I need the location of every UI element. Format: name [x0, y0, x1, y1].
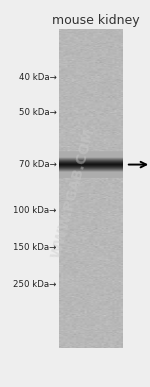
Text: WWW.PGAB.COM: WWW.PGAB.COM	[49, 127, 98, 260]
Text: 70 kDa→: 70 kDa→	[19, 160, 57, 169]
Text: 100 kDa→: 100 kDa→	[13, 206, 57, 215]
Text: 250 kDa→: 250 kDa→	[13, 280, 57, 289]
Text: 50 kDa→: 50 kDa→	[19, 108, 57, 117]
Text: 150 kDa→: 150 kDa→	[13, 243, 57, 252]
Text: 40 kDa→: 40 kDa→	[19, 73, 57, 82]
Text: mouse kidney: mouse kidney	[52, 14, 140, 27]
